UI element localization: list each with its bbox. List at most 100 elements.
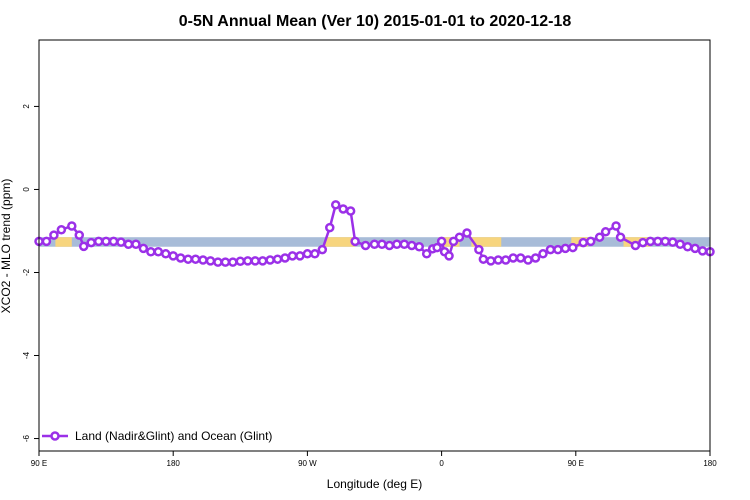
data-point [257, 256, 268, 266]
data-point [325, 222, 335, 233]
data-point [675, 239, 685, 250]
series-points [34, 200, 715, 267]
land-band [55, 237, 72, 247]
data-point [615, 232, 626, 242]
data-point [235, 256, 246, 267]
data-point [116, 237, 126, 247]
data-point [377, 239, 387, 250]
data-point [350, 236, 360, 247]
data-point [190, 254, 201, 264]
x-tick-label: 0 [439, 459, 444, 468]
plot-frame [38, 39, 711, 452]
data-point [183, 254, 193, 264]
y-tick-label: 0 [22, 187, 31, 192]
data-point [530, 253, 541, 263]
data-point [101, 236, 111, 247]
data-point [454, 232, 465, 242]
data-point [205, 256, 216, 266]
data-point [41, 236, 52, 247]
data-point [697, 246, 708, 256]
data-point [645, 236, 656, 247]
data-point [160, 249, 171, 259]
data-point [585, 236, 596, 247]
data-point [295, 251, 305, 261]
data-point [538, 249, 548, 259]
data-point [444, 251, 454, 261]
data-point [302, 249, 313, 259]
data-point [508, 253, 518, 263]
data-point [500, 255, 511, 265]
data-point [213, 257, 223, 267]
data-point [220, 257, 231, 267]
data-point [153, 246, 164, 257]
x-tick-label: 90 W [298, 459, 317, 468]
data-point [345, 206, 356, 216]
data-point [272, 254, 283, 264]
data-point [594, 232, 605, 242]
x-tick-label: 180 [167, 459, 181, 468]
x-tick-label: 90 E [568, 459, 584, 468]
data-point [493, 255, 504, 265]
data-point [407, 240, 417, 251]
data-point [175, 253, 186, 263]
data-point [690, 243, 700, 254]
data-point [392, 239, 402, 250]
data-point [86, 237, 96, 248]
data-point [515, 253, 526, 263]
data-point [74, 230, 85, 240]
data-point [280, 253, 290, 263]
data-point [560, 243, 571, 254]
data-point [568, 242, 578, 253]
data-point [660, 236, 671, 247]
data-point [131, 239, 141, 250]
data-point [330, 200, 341, 210]
data-point [462, 228, 472, 238]
data-point [265, 255, 275, 265]
data-point [600, 227, 611, 237]
data-point [250, 256, 260, 266]
data-point [448, 236, 459, 247]
data-point [360, 240, 371, 251]
data-point [67, 221, 77, 231]
data-point [667, 237, 678, 247]
data-point [682, 241, 693, 252]
legend-marker [50, 431, 60, 441]
y-tick-label: -6 [22, 434, 31, 442]
data-point [338, 204, 348, 214]
axes: 90 E 180 90 W 0 90 E 180 2 0 -2 -4 -6 [22, 104, 717, 468]
land-band [325, 237, 356, 247]
data-point [243, 256, 253, 266]
data-point [93, 236, 104, 247]
data-point [414, 241, 424, 252]
data-point [578, 237, 589, 248]
data-point [228, 257, 238, 267]
data-point [310, 249, 320, 259]
data-point [369, 239, 380, 250]
data-point [78, 241, 89, 252]
legend-entry: Land (Nadir&Glint) and Ocean (Glint) [75, 429, 272, 443]
data-point [478, 254, 489, 264]
data-point [384, 240, 395, 251]
y-tick-label: -4 [22, 351, 31, 359]
data-point [138, 243, 149, 254]
data-point [638, 237, 648, 248]
data-point [545, 244, 556, 255]
data-point [123, 239, 134, 250]
land-band [471, 237, 502, 247]
data-point [317, 244, 328, 255]
data-point [108, 236, 119, 247]
data-point [653, 236, 663, 247]
data-point [432, 242, 442, 253]
legend: Land (Nadir&Glint) and Ocean (Glint) [42, 429, 272, 443]
data-point [198, 255, 208, 265]
data-point [611, 221, 621, 231]
y-axis-label: XCO2 - MLO trend (ppm) [0, 179, 13, 314]
chart-title: 0-5N Annual Mean (Ver 10) 2015-01-01 to … [179, 13, 572, 30]
data-point [474, 244, 484, 255]
x-tick-label: 90 E [31, 459, 47, 468]
data-point [553, 244, 563, 255]
data-point [49, 230, 59, 240]
data-point [421, 249, 432, 259]
data-point [436, 236, 447, 247]
